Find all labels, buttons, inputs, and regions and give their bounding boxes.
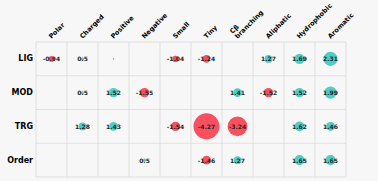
data-label: 1.41 [230, 89, 245, 96]
column-label-group: Cβbranching [228, 3, 265, 40]
bubble [175, 159, 176, 160]
data-label: 1.62 [292, 123, 307, 130]
data-label: 1.27 [261, 55, 276, 62]
column-label: Aromatic [326, 11, 355, 40]
grid-line [253, 42, 254, 177]
column-label-line: Aromatic [326, 11, 355, 40]
bubble [228, 116, 248, 136]
column-label-group: Negative [140, 11, 169, 40]
column-label: Charged [78, 13, 106, 41]
row-label: MOD [12, 88, 34, 97]
column-label-line: Aliphatic [264, 12, 293, 41]
column-label-group: Positive [109, 14, 136, 41]
background [0, 0, 378, 181]
bubbles [49, 52, 338, 165]
bubble [51, 159, 52, 160]
column-label-group: Small [171, 20, 191, 40]
bubble [206, 92, 207, 93]
data-label: -1.55 [136, 89, 153, 96]
data-label: 1.65 [323, 157, 338, 164]
column-label-line: Small [171, 20, 191, 40]
bubble [268, 126, 269, 127]
data-label: -0.94 [43, 55, 60, 62]
data-label: 1.28 [75, 123, 90, 130]
data-label: 1.46 [323, 123, 338, 130]
grid-line [36, 42, 37, 177]
column-label-line: Polar [47, 21, 67, 41]
data-label: -1.24 [198, 55, 215, 62]
grid-line [346, 42, 347, 177]
data-label: -1.54 [167, 123, 184, 130]
column-label-line: Tiny [202, 23, 219, 40]
bubble [113, 159, 114, 160]
column-label: Polar [47, 21, 67, 41]
data-label: -4.27 [198, 123, 215, 130]
data-label: 1.69 [292, 55, 307, 62]
column-label-line: Negative [140, 11, 169, 40]
data-label: 1.27 [230, 157, 245, 164]
bubble [51, 92, 52, 93]
data-label: 1.43 [106, 123, 121, 130]
column-labels: Polar ChargedPositiveNegativeSmall Tiny Cβb… [47, 2, 355, 41]
data-labels: -0.94 0.5 -1.04 -1.24 1.27 1.69 2.31 0.5 1.52 -1.… [43, 55, 338, 163]
bubble [113, 58, 114, 59]
bubble [323, 52, 337, 66]
bubble [193, 113, 219, 139]
grid-line [98, 42, 99, 177]
grid-line [222, 42, 223, 177]
row-label: TRG [15, 122, 33, 131]
grid-line [315, 42, 316, 177]
bubble [51, 126, 52, 127]
chart: -0.94 0.5 -1.04 -1.24 1.27 1.69 2.31 0.5 1.52 -1.… [0, 0, 378, 181]
column-label-line: Charged [78, 13, 106, 41]
column-label: Aliphatic [264, 12, 293, 41]
data-label: -3.24 [229, 123, 246, 130]
grid-line [67, 42, 68, 177]
data-label: 0.5 [139, 157, 150, 164]
column-label-line: branching [233, 8, 265, 40]
grid [36, 42, 346, 177]
row-label: Order [7, 156, 33, 165]
grid-line [160, 42, 161, 177]
column-label: Small [171, 20, 191, 40]
grid-line [191, 42, 192, 177]
column-label: Tiny [202, 23, 219, 40]
grid-line [129, 42, 130, 177]
bubble [237, 58, 238, 59]
column-label: Negative [140, 11, 169, 40]
bubble [144, 126, 145, 127]
column-label: Cβbranching [228, 3, 265, 40]
column-label-group: Charged [78, 13, 106, 41]
data-label: -1.46 [198, 157, 215, 164]
bubble [175, 92, 176, 93]
grid-line [284, 42, 285, 177]
column-label-line: Positive [109, 14, 136, 41]
data-label: 0.5 [77, 89, 88, 96]
column-label-group: Aliphatic [264, 12, 293, 41]
data-label: -1.04 [167, 55, 184, 62]
bubble [82, 159, 83, 160]
column-label-group: Aromatic [326, 11, 355, 40]
row-labels: LIG MOD TRG Order [7, 54, 33, 164]
data-label: 1.99 [323, 89, 338, 96]
data-label: 1.52 [106, 89, 121, 96]
bubble [144, 58, 145, 59]
column-label-group: Polar [47, 21, 67, 41]
data-label: 1.52 [292, 89, 307, 96]
data-label: 0.5 [77, 55, 88, 62]
column-label-group: Tiny [202, 23, 219, 40]
data-label: 2.31 [323, 55, 338, 62]
row-label: LIG [18, 54, 33, 63]
data-label: -1.52 [260, 89, 277, 96]
column-label: Positive [109, 14, 136, 41]
data-label: 1.65 [292, 157, 307, 164]
bubble [268, 159, 269, 160]
